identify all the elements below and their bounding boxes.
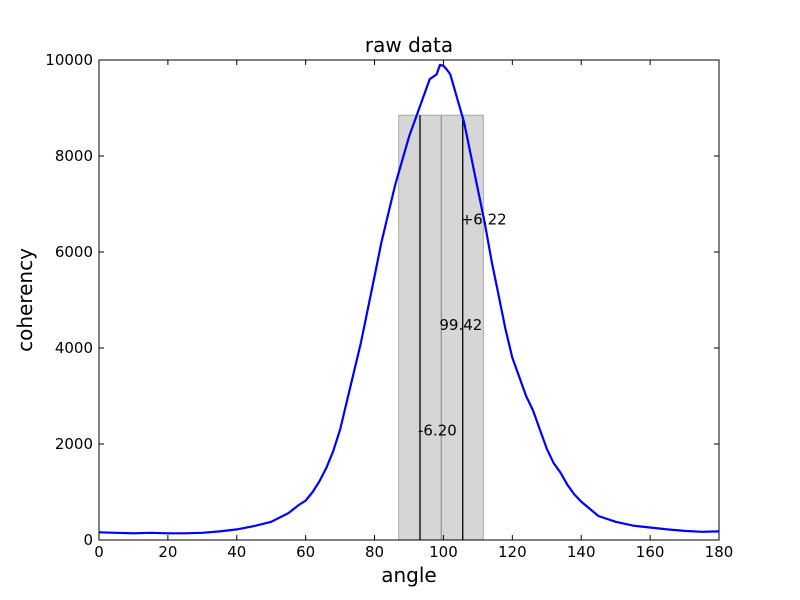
- x-tick-label: 100: [429, 543, 458, 561]
- x-axis-label: angle: [381, 563, 437, 587]
- y-tick-label: 0: [83, 531, 93, 549]
- series-line-0: [98, 63, 720, 535]
- x-tick-label: 20: [158, 543, 177, 561]
- vertical-lines: [419, 115, 464, 540]
- x-tick-label: 0: [94, 543, 104, 561]
- plot-frame: [98, 59, 720, 541]
- annotation-label-0: -6.20: [418, 422, 457, 440]
- x-tick-label: 180: [705, 543, 734, 561]
- y-tick-label: 8000: [55, 147, 93, 165]
- y-tick-label: 10000: [45, 51, 93, 69]
- x-tick-label: 60: [296, 543, 315, 561]
- x-tick-label: 140: [567, 543, 596, 561]
- x-tick-label: 120: [498, 543, 527, 561]
- y-tick-label: 2000: [55, 435, 93, 453]
- y-tick-label: 6000: [55, 243, 93, 261]
- annotations: -6.20 99.42 +6.22: [418, 210, 507, 439]
- x-axis-ticks: 0 20 40 60 80 100 120 140 160 180: [94, 60, 733, 561]
- annotation-label-2: +6.22: [461, 210, 507, 228]
- x-tick-label: 80: [365, 543, 384, 561]
- x-tick-label: 160: [636, 543, 665, 561]
- y-tick-label: 4000: [55, 339, 93, 357]
- y-axis-ticks: 0 2000 4000 6000 8000 10000: [45, 51, 719, 549]
- chart-title: raw data: [365, 33, 453, 57]
- axes: [98, 59, 720, 541]
- annotation-label-1: 99.42: [439, 316, 482, 334]
- y-axis-label: coherency: [13, 248, 37, 352]
- x-tick-label: 40: [227, 543, 246, 561]
- series-lines: [98, 63, 720, 535]
